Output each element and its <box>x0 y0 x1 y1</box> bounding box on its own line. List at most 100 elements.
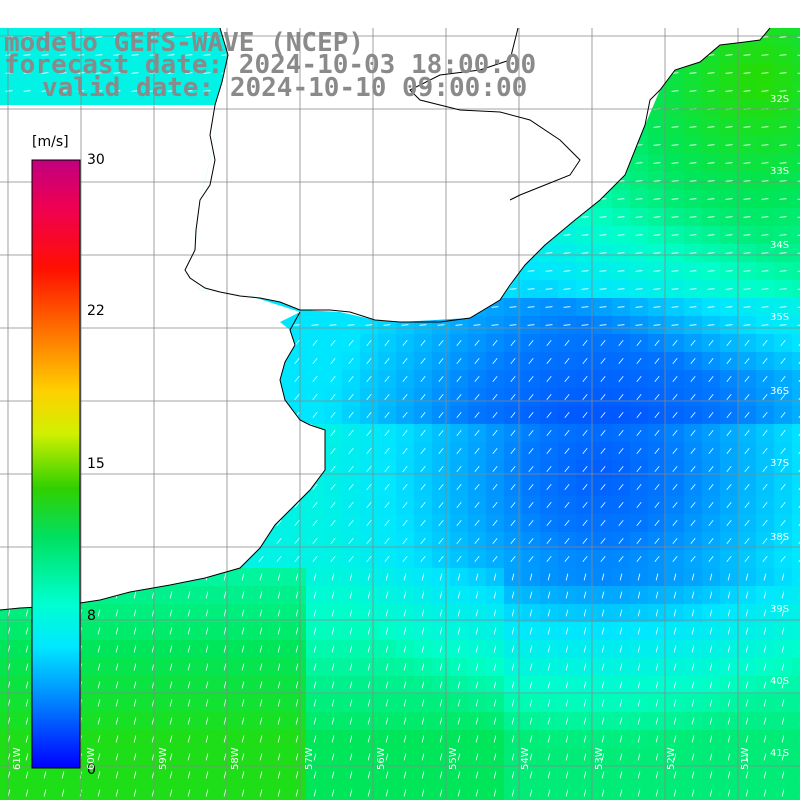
wind-arrow <box>348 538 354 544</box>
field-cell <box>468 676 487 695</box>
wind-arrow <box>671 144 679 146</box>
wind-arrow <box>331 663 335 671</box>
wind-arrow <box>618 484 624 490</box>
field-cell <box>216 640 235 659</box>
wind-arrow <box>133 771 137 779</box>
wind-arrow <box>402 376 408 382</box>
wind-arrow <box>707 126 715 128</box>
wind-arrow <box>149 90 157 92</box>
wind-arrow <box>600 484 606 490</box>
wind-arrow <box>780 412 786 418</box>
wind-arrow <box>474 394 480 400</box>
field-cell <box>324 658 343 677</box>
field-cell <box>144 658 163 677</box>
wind-arrow <box>259 771 263 779</box>
field-cell <box>360 568 379 587</box>
wind-arrow <box>205 753 209 761</box>
field-cell <box>378 550 397 569</box>
wind-arrow <box>294 502 300 508</box>
wind-arrow <box>295 753 299 761</box>
wind-arrow <box>185 36 193 38</box>
field-cell <box>558 658 577 677</box>
field-cell <box>756 766 775 785</box>
field-cell <box>396 442 415 461</box>
wind-arrow <box>151 771 155 779</box>
wind-arrow <box>97 699 101 707</box>
wind-arrow <box>259 681 263 689</box>
field-cell <box>576 640 595 659</box>
field-cell <box>738 478 757 497</box>
wind-arrow <box>725 306 733 308</box>
field-cell <box>504 388 523 407</box>
lat-label: 33S <box>770 166 790 177</box>
field-cell <box>738 316 757 335</box>
wind-arrow <box>546 376 552 382</box>
wind-arrow <box>25 717 29 725</box>
field-cell <box>378 568 397 587</box>
wind-arrow <box>367 591 371 599</box>
field-cell <box>738 586 757 605</box>
wind-arrow <box>348 502 354 508</box>
wind-arrow <box>456 358 462 364</box>
wind-arrow <box>241 681 245 689</box>
field-cell <box>324 316 343 335</box>
wind-arrow <box>330 376 336 382</box>
field-cell <box>0 748 19 767</box>
wind-arrow <box>313 645 317 653</box>
field-cell <box>702 442 721 461</box>
wind-arrow <box>619 717 623 725</box>
wind-arrow <box>671 306 679 308</box>
wind-arrow <box>600 466 606 472</box>
field-cell <box>450 712 469 731</box>
wind-arrow <box>313 573 317 581</box>
field-cell <box>702 478 721 497</box>
field-cell <box>684 514 703 533</box>
wind-arrow <box>565 735 569 743</box>
wind-arrow <box>582 556 588 562</box>
wind-arrow <box>331 753 335 761</box>
wind-arrow <box>493 681 497 689</box>
wind-arrow <box>797 162 800 164</box>
field-cell <box>774 604 793 623</box>
wind-arrow <box>689 90 697 92</box>
field-cell <box>684 190 703 209</box>
field-cell <box>252 622 271 641</box>
field-cell <box>594 262 613 281</box>
wind-arrow <box>25 681 29 689</box>
field-cell <box>288 622 307 641</box>
field-cell <box>522 658 541 677</box>
field-cell <box>792 226 800 245</box>
field-cell <box>414 658 433 677</box>
field-cell <box>756 136 775 155</box>
wind-arrow <box>637 789 641 797</box>
wind-arrow <box>348 484 354 490</box>
field-cell <box>90 748 109 767</box>
field-cell <box>666 352 685 371</box>
wind-arrow <box>745 573 749 581</box>
field-cell <box>432 370 451 389</box>
field-cell <box>522 694 541 713</box>
wind-arrow <box>295 663 299 671</box>
field-cell <box>594 406 613 425</box>
wind-arrow <box>402 412 408 418</box>
wind-arrow <box>582 466 588 472</box>
field-cell <box>144 730 163 749</box>
wind-arrow <box>95 54 103 56</box>
field-cell <box>522 298 541 317</box>
lon-label: 61W <box>12 747 23 770</box>
field-cell <box>720 388 739 407</box>
field-cell <box>756 100 775 119</box>
wind-arrow <box>690 556 696 562</box>
field-cell <box>504 442 523 461</box>
field-cell <box>594 424 613 443</box>
field-cell <box>522 370 541 389</box>
wind-arrow <box>690 412 696 418</box>
wind-arrow <box>727 717 731 725</box>
wind-arrow <box>349 789 353 797</box>
wind-arrow <box>762 520 768 526</box>
field-cell <box>666 154 685 173</box>
wind-arrow <box>402 430 408 436</box>
wind-arrow <box>780 502 786 508</box>
field-cell <box>468 352 487 371</box>
wind-arrow <box>636 376 642 382</box>
